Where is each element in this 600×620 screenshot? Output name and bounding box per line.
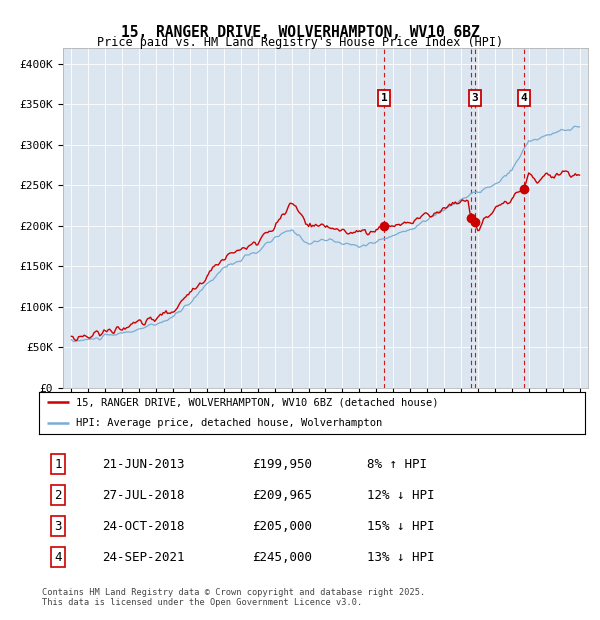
- Text: 8% ↑ HPI: 8% ↑ HPI: [367, 458, 427, 471]
- Text: 1: 1: [55, 458, 62, 471]
- Text: HPI: Average price, detached house, Wolverhampton: HPI: Average price, detached house, Wolv…: [76, 418, 382, 428]
- Text: £209,965: £209,965: [252, 489, 312, 502]
- Text: £199,950: £199,950: [252, 458, 312, 471]
- Text: 21-JUN-2013: 21-JUN-2013: [102, 458, 184, 471]
- Text: £205,000: £205,000: [252, 520, 312, 533]
- Text: 24-SEP-2021: 24-SEP-2021: [102, 551, 184, 564]
- Text: 27-JUL-2018: 27-JUL-2018: [102, 489, 184, 502]
- Text: 4: 4: [521, 93, 527, 103]
- Text: 24-OCT-2018: 24-OCT-2018: [102, 520, 184, 533]
- Text: 1: 1: [381, 93, 388, 103]
- Text: £245,000: £245,000: [252, 551, 312, 564]
- Text: 15, RANGER DRIVE, WOLVERHAMPTON, WV10 6BZ: 15, RANGER DRIVE, WOLVERHAMPTON, WV10 6B…: [121, 25, 479, 40]
- Text: 15% ↓ HPI: 15% ↓ HPI: [367, 520, 434, 533]
- Text: Price paid vs. HM Land Registry's House Price Index (HPI): Price paid vs. HM Land Registry's House …: [97, 36, 503, 49]
- Text: 12% ↓ HPI: 12% ↓ HPI: [367, 489, 434, 502]
- Text: 2: 2: [55, 489, 62, 502]
- Text: 13% ↓ HPI: 13% ↓ HPI: [367, 551, 434, 564]
- Text: 3: 3: [472, 93, 478, 103]
- Text: 15, RANGER DRIVE, WOLVERHAMPTON, WV10 6BZ (detached house): 15, RANGER DRIVE, WOLVERHAMPTON, WV10 6B…: [76, 397, 439, 407]
- Text: 4: 4: [55, 551, 62, 564]
- Text: 3: 3: [55, 520, 62, 533]
- Text: Contains HM Land Registry data © Crown copyright and database right 2025.
This d: Contains HM Land Registry data © Crown c…: [42, 588, 425, 607]
